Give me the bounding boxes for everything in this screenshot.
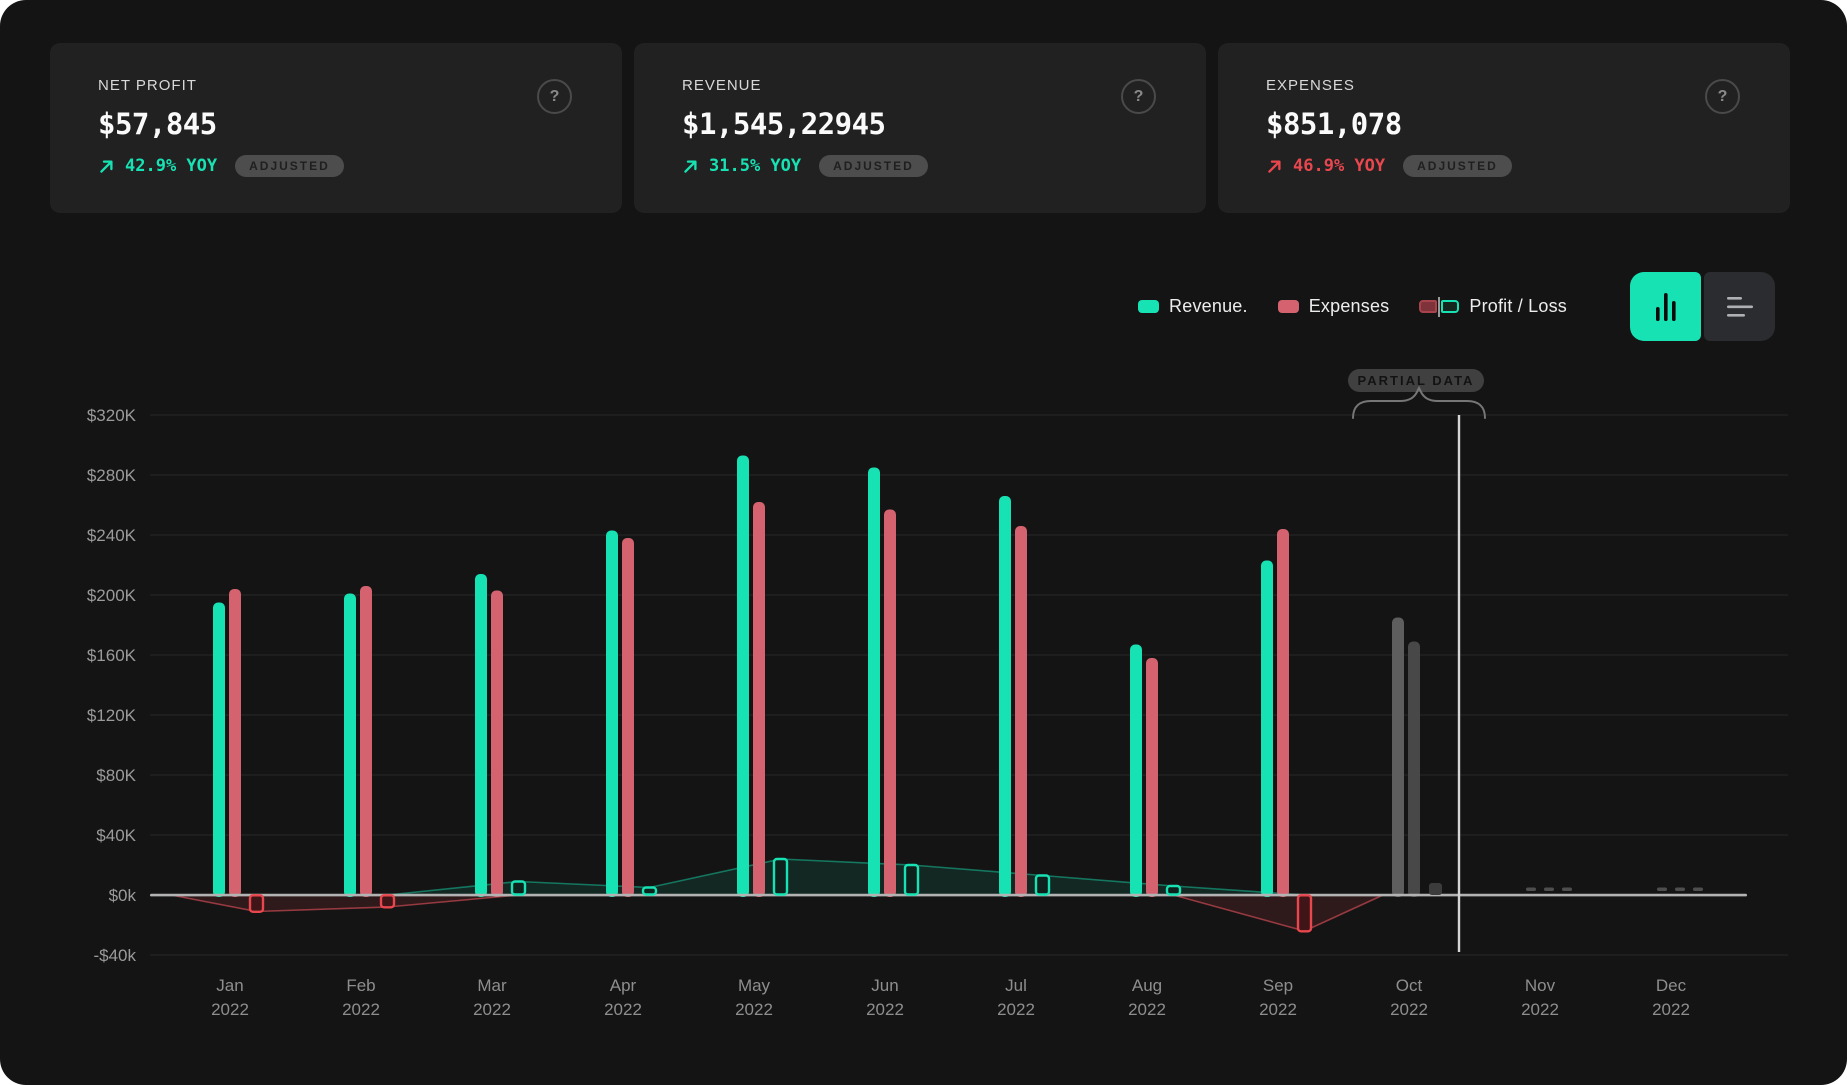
dashboard-window: NET PROFIT $57,845 42.9% YOY ADJUSTED ? … bbox=[0, 0, 1847, 1085]
partial-data-brace bbox=[0, 0, 1847, 1085]
